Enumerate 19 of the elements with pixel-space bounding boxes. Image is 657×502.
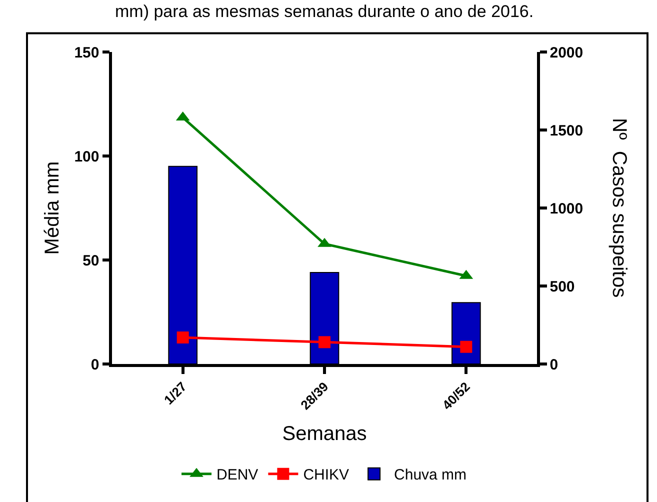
y-axis-title: Média mm	[42, 161, 64, 255]
point	[176, 331, 189, 344]
x-axis-title: Semanas	[282, 423, 367, 446]
y2-tick-label: 500	[550, 278, 575, 296]
legend-label: Chuva mm	[394, 466, 467, 484]
y2-tick-label: 1000	[550, 200, 584, 218]
y-tick-label: 50	[82, 252, 100, 270]
legend-label: CHIKV	[303, 466, 350, 484]
y2-tick-label: 1500	[550, 122, 584, 140]
y-tick-label: 100	[74, 148, 100, 166]
y2-axis-title: Nº Casos suspeitos	[608, 118, 630, 298]
y2-tick-label: 0	[550, 356, 558, 374]
y2-tick-label: 2000	[550, 44, 584, 62]
y-tick-label: 150	[74, 44, 100, 62]
point	[460, 340, 472, 353]
y-tick-label: 0	[90, 356, 100, 374]
text: mm) para as mesmas semanas durante o ano de 2016.	[115, 2, 534, 21]
legend-label: DENV	[216, 466, 258, 484]
point	[318, 336, 330, 348]
